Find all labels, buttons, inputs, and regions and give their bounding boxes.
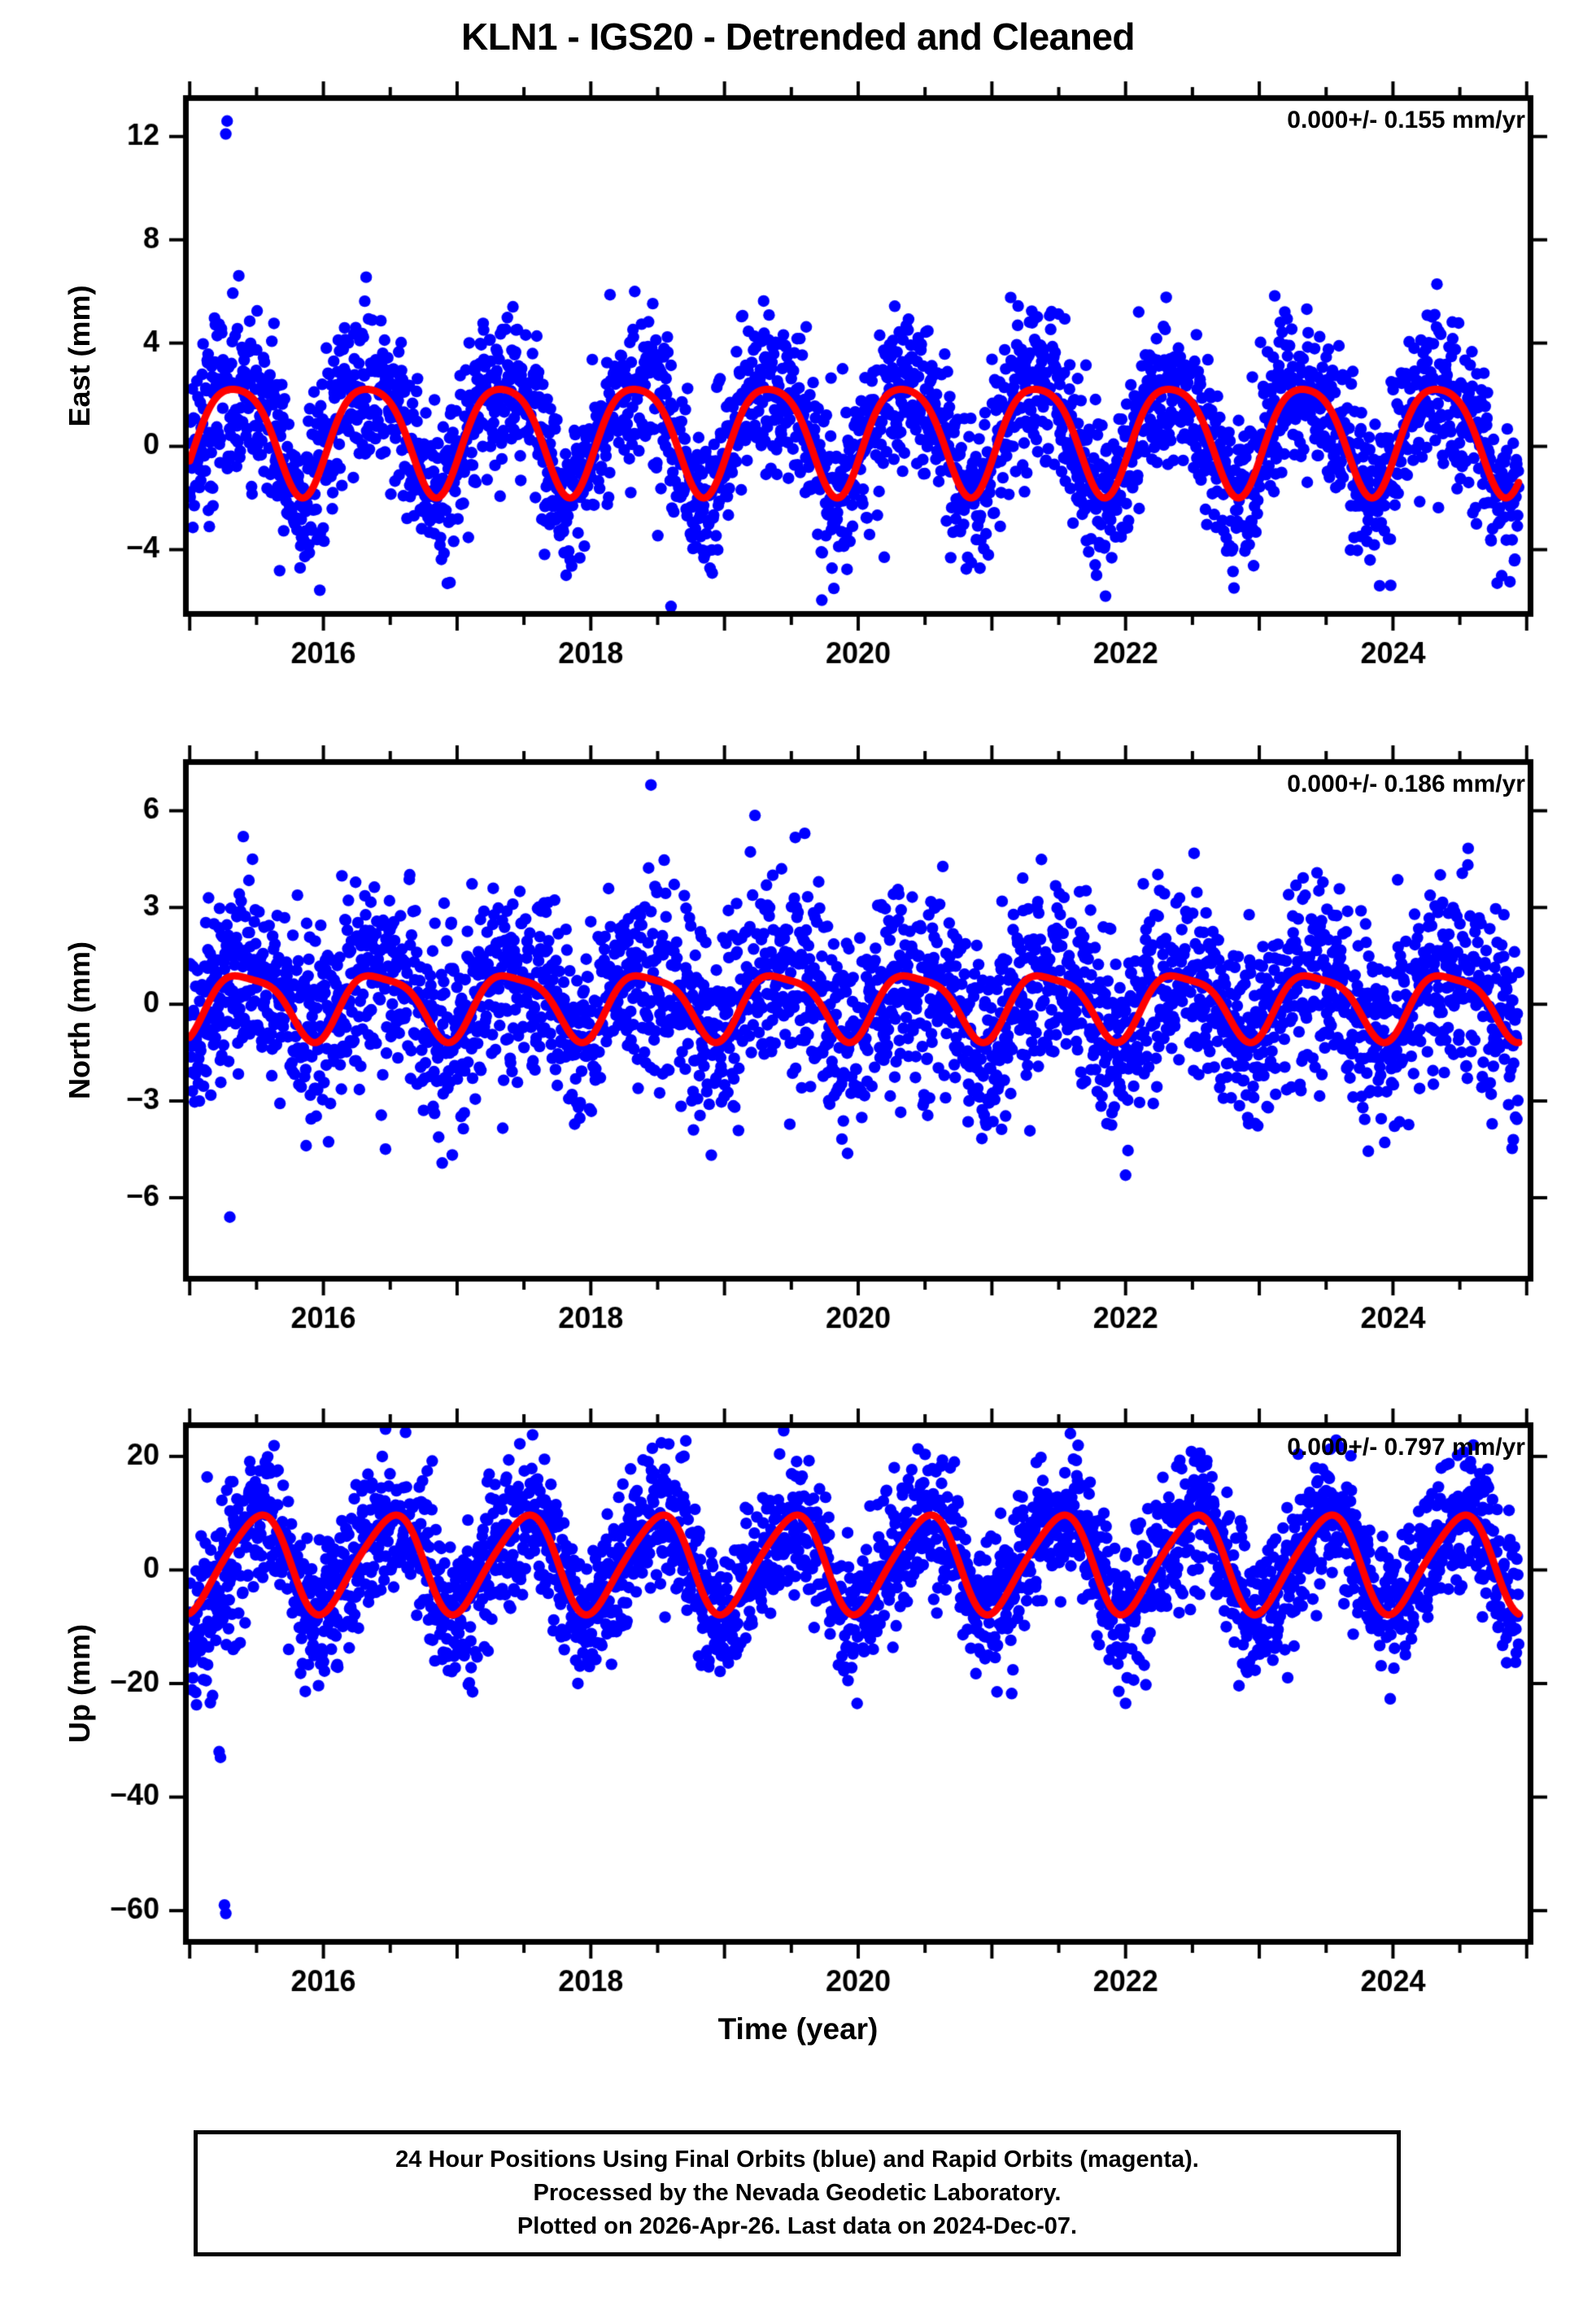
page-title: KLN1 - IGS20 - Detrended and Cleaned [460,15,1136,58]
footer-note-box: 24 Hour Positions Using Final Orbits (bl… [194,2130,1401,2256]
footer-line-dates: Plotted on 2026-Apr-26. Last data on 202… [517,2213,1078,2240]
rate-label-east: 0.000+/- 0.155 mm/yr [1287,107,1525,133]
axis-title-east: East (mm) [63,285,96,427]
rate-label-up: 0.000+/- 0.797 mm/yr [1287,1434,1525,1461]
axis-title-north: North (mm) [63,941,96,1099]
footer-line-processor: Processed by the Nevada Geodetic Laborat… [533,2179,1062,2206]
footer-line-orbits: 24 Hour Positions Using Final Orbits (bl… [395,2146,1199,2173]
axis-title-up: Up (mm) [63,1624,96,1743]
rate-label-north: 0.000+/- 0.186 mm/yr [1287,771,1525,797]
axis-title-time: Time (year) [717,2012,879,2046]
